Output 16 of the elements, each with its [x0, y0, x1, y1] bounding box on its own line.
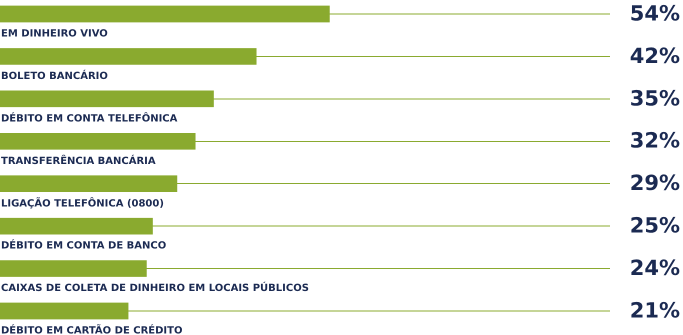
y-tick-label: EM DINHEIRO VIVO: [1, 28, 108, 40]
y-tick-label: CAIXAS DE COLETA DE DINHEIRO EM LOCAIS PÚBLICOS: [1, 281, 309, 294]
data-label: 32%: [630, 128, 680, 153]
data-label: 21%: [630, 298, 680, 322]
y-tick-label: BOLETO BANCÁRIO: [1, 69, 108, 82]
data-label: 29%: [630, 171, 680, 196]
data-label: 25%: [630, 214, 680, 238]
data-label: 42%: [630, 44, 680, 68]
data-label: 24%: [630, 256, 680, 280]
data-label: 54%: [630, 1, 680, 26]
y-tick-label: DÉBITO EM CARTÃO DE CRÉDITO: [1, 324, 182, 335]
y-tick-label: DÉBITO EM CONTA DE BANCO: [1, 238, 166, 252]
y-tick-label: LIGAÇÃO TELEFÔNICA (0800): [1, 196, 164, 210]
data-label: 35%: [630, 86, 680, 110]
y-tick-label: DÉBITO EM CONTA TELEFÔNICA: [1, 111, 178, 124]
y-tick-label: TRANSFERÊNCIA BANCÁRIA: [1, 154, 156, 167]
